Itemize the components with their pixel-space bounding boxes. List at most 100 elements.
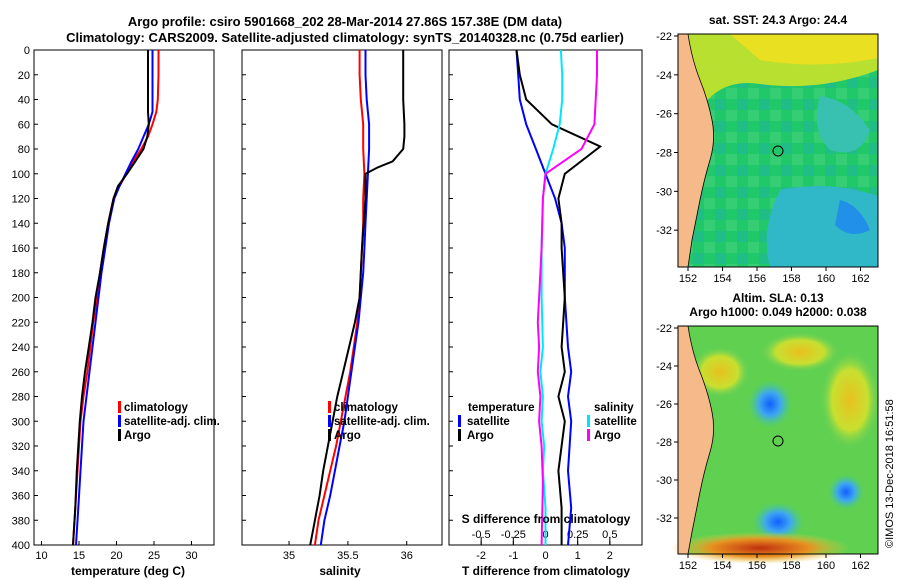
depth-tick-label: 100 (12, 169, 30, 181)
sla-argo-marker (772, 435, 784, 447)
sst-cool-patch-2 (835, 200, 870, 234)
depth-tick-label: 160 (12, 243, 30, 255)
series-line-salinity-argo (309, 50, 406, 546)
temperature-axis-label: temperature (deg C) (71, 564, 185, 578)
legend-swatch-t-argo (458, 429, 461, 441)
x-tick-label-salinity: 36 (401, 550, 413, 562)
map-lon-label: 158 (782, 560, 800, 572)
x-tick-label-difference: -1 (508, 550, 518, 562)
x-tick-label-s-diff: 0.5 (602, 529, 617, 541)
legend-swatch-climatology (118, 401, 121, 413)
legend-swatch-t-satellite (458, 415, 461, 427)
figure-title-line1: Argo profile: csiro 5901668_202 28-Mar-2… (128, 14, 562, 29)
series-line-difference-t-satellite (515, 49, 573, 546)
sla-eddy-blue-3 (828, 474, 864, 510)
depth-tick-label: 180 (12, 268, 30, 280)
map-lat-label: -28 (656, 437, 672, 449)
x-tick-label-difference: 0 (542, 550, 548, 562)
salinity-plot-frame (241, 49, 443, 546)
map-lon-label: 162 (851, 560, 869, 572)
depth-tick-label: 300 (12, 416, 30, 428)
series-line-temperature-argo (72, 50, 150, 546)
depth-tick-label: 260 (12, 367, 30, 379)
depth-tick-label: 40 (18, 95, 30, 107)
sla-yellow-ne (760, 332, 840, 372)
x-tick-label-temperature: 20 (110, 550, 122, 562)
legend-t-satellite: satellite (467, 416, 510, 428)
sst-map-frame (677, 33, 879, 268)
depth-tick-label: 60 (18, 119, 30, 131)
depth-tick-label: 240 (12, 342, 30, 354)
map-lon-label: 160 (817, 560, 835, 572)
legend-swatch-satellite (118, 415, 121, 427)
map-lat-label: -26 (656, 399, 672, 411)
difference-legend: temperature satellite Argo salinity sate… (458, 402, 637, 442)
map-lon-label: 156 (748, 273, 766, 285)
difference-plot-frame (448, 49, 643, 546)
depth-tick-label: 400 (12, 540, 30, 552)
sst-map-title: sat. SST: 24.3 Argo: 24.4 (709, 13, 848, 27)
sla-map-title-2: Argo h1000: 0.049 h2000: 0.038 (689, 305, 867, 319)
depth-tick-label: 80 (18, 144, 30, 156)
x-tick-label-difference: 2 (607, 550, 613, 562)
legend-title-temperature: temperature (468, 402, 534, 414)
sst-cool-patch (816, 96, 870, 153)
legend-title-salinity: salinity (594, 402, 634, 414)
legend-satellite-adj: satellite-adj. clim. (124, 416, 220, 428)
x-tick-label-temperature: 25 (148, 550, 160, 562)
legend-swatch-climatology-s (328, 401, 331, 413)
depth-tick-label: 320 (12, 441, 30, 453)
map-lat-label: -32 (656, 225, 672, 237)
sla-map-title-1: Altim. SLA: 0.13 (732, 291, 824, 305)
map-lat-label: -30 (656, 186, 672, 198)
depth-tick-label: 0 (24, 45, 30, 57)
t-difference-axis-label: T difference from climatology (462, 564, 630, 578)
temperature-plot-frame (33, 49, 215, 546)
legend-t-argo: Argo (467, 430, 494, 442)
temperature-legend: climatology satellite-adj. clim. Argo (118, 401, 220, 442)
sla-yellow-e (820, 350, 880, 450)
depth-tick-label: 360 (12, 491, 30, 503)
depth-tick-label: 140 (12, 218, 30, 230)
map-lat-label: -30 (656, 475, 672, 487)
salinity-axis-label: salinity (319, 564, 361, 578)
map-axes: -22 -24 -26 -28 -30 -32 152 154 156 158 160 162 -22 -… (656, 31, 870, 572)
legend-s-satellite: satellite (594, 416, 637, 428)
map-lat-label: -24 (656, 361, 672, 373)
legend-argo-s: Argo (334, 430, 361, 442)
salinity-legend: climatology satellite-adj. clim. Argo (328, 401, 430, 442)
depth-tick-label: 20 (18, 70, 30, 82)
map-lon-label: 152 (679, 273, 697, 285)
legend-s-argo: Argo (594, 430, 621, 442)
sst-map (677, 33, 879, 268)
s-difference-axis-label: S difference from climatology (462, 512, 631, 526)
sst-argo-marker (772, 145, 784, 157)
map-lon-label: 156 (748, 560, 766, 572)
sla-eddy-red (670, 532, 850, 564)
x-tick-label-s-diff: 0.25 (567, 529, 588, 541)
legend-argo: Argo (124, 430, 151, 442)
sla-eddy-blue-2 (752, 502, 804, 542)
x-tick-label-salinity: 35 (283, 550, 295, 562)
legend-swatch-satellite-s (328, 415, 331, 427)
legend-climatology: climatology (124, 402, 189, 414)
legend-climatology-s: climatology (334, 402, 399, 414)
series-line-salinity-satellite-adj-clim- (319, 50, 371, 546)
depth-tick-label: 200 (12, 293, 30, 305)
figure-title-line2: Climatology: CARS2009. Satellite-adjuste… (66, 30, 624, 45)
depth-tick-label: 280 (12, 392, 30, 404)
x-tick-label-s-diff: -0.5 (472, 529, 491, 541)
sla-map (670, 325, 880, 564)
depth-tick-label: 220 (12, 317, 30, 329)
chart-layer: 10 15 20 25 30 35 35.5 36 -2 -1 0 1 2-0.5 -0.25 0 0.25 0… (35, 49, 617, 562)
map-lon-label: 160 (817, 273, 835, 285)
sla-land (677, 325, 714, 555)
map-lat-label: -26 (656, 109, 672, 121)
map-lat-label: -24 (656, 70, 672, 82)
sst-land (677, 33, 714, 268)
sst-warm-band (730, 34, 878, 65)
map-lat-label: -22 (656, 31, 672, 43)
x-tick-label-temperature: 10 (35, 550, 47, 562)
map-lon-label: 152 (679, 560, 697, 572)
